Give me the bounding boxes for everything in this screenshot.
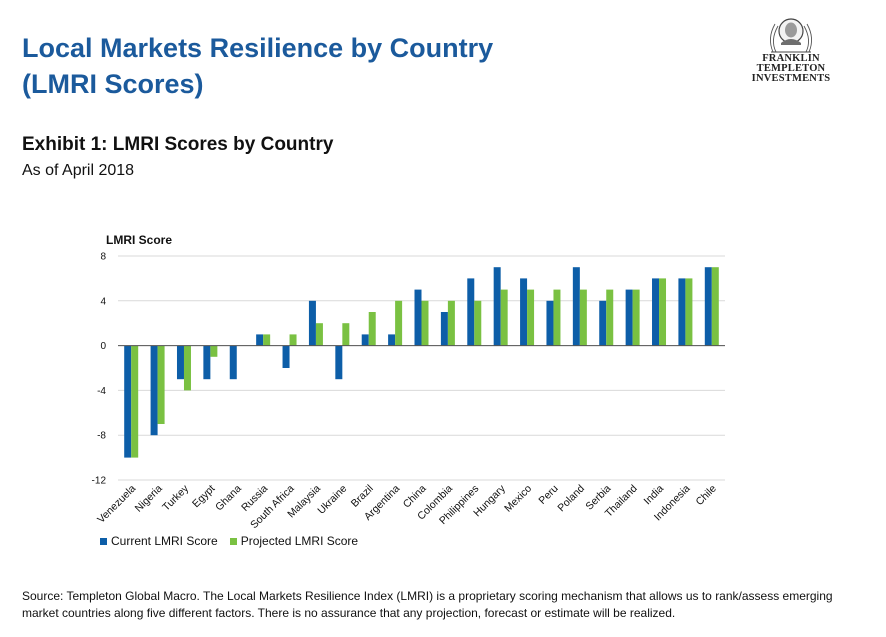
bar-projected [210, 345, 218, 357]
bar-current [335, 345, 343, 380]
bar-projected [447, 300, 455, 346]
bar-projected [315, 323, 323, 346]
bar-current [256, 334, 264, 346]
chart-legend: Current LMRI Score Projected LMRI Score [100, 534, 358, 548]
bar-current [520, 278, 528, 346]
company-logo: FRANKLIN TEMPLETON INVESTMENTS [736, 14, 846, 84]
x-tick-label: Chile [694, 483, 720, 509]
franklin-portrait-icon [770, 18, 812, 53]
bar-projected [368, 312, 376, 346]
bar-current [414, 289, 422, 346]
bar-projected [183, 345, 191, 391]
bar-projected [500, 289, 508, 346]
y-tick-label: -12 [92, 476, 107, 487]
bar-projected [606, 289, 614, 346]
bar-projected [421, 300, 429, 346]
legend-swatch-projected [229, 537, 237, 545]
logo-wordmark: FRANKLIN TEMPLETON INVESTMENTS [736, 53, 846, 84]
legend-item-current: Current LMRI Score [100, 534, 218, 548]
bar-projected [342, 323, 350, 346]
bar-current [388, 334, 396, 346]
bar-current [546, 300, 554, 346]
bar-projected [395, 300, 403, 346]
bar-projected [632, 289, 640, 346]
bar-current [361, 334, 369, 346]
x-tick-label: Poland [555, 483, 587, 515]
bar-projected [289, 334, 297, 346]
bar-current [652, 278, 660, 346]
bar-current [124, 345, 132, 458]
legend-item-projected: Projected LMRI Score [229, 534, 359, 548]
bar-projected [579, 289, 587, 346]
logo-line-1: FRANKLIN TEMPLETON [756, 53, 826, 74]
bar-projected [659, 278, 667, 346]
legend-swatch-current [100, 537, 107, 545]
bar-current [308, 300, 316, 346]
bar-current [282, 345, 290, 368]
legend-label-current: Current LMRI Score [111, 534, 218, 548]
y-tick-label: -8 [97, 431, 106, 442]
y-tick-label: -4 [97, 386, 106, 397]
bar-current [625, 289, 633, 346]
bar-current [704, 267, 712, 346]
bar-current [493, 267, 501, 346]
bar-projected [711, 267, 719, 346]
bar-current [467, 278, 475, 346]
x-tick-label: Ukraine [315, 483, 349, 517]
x-tick-label: Turkey [160, 482, 191, 513]
page-title-line-1: Local Markets Resilience by Country [22, 33, 494, 63]
exhibit-title: Exhibit 1: LMRI Scores by Country [22, 134, 334, 155]
bar-projected [263, 334, 271, 346]
y-tick-label: 8 [100, 252, 106, 263]
x-tick-label: Venezuela [95, 483, 138, 526]
bar-current [176, 345, 184, 380]
bar-current [150, 345, 158, 436]
bar-current [440, 312, 448, 346]
x-tick-label: Ghana [213, 483, 244, 514]
bar-projected [553, 289, 561, 346]
bar-projected [474, 300, 482, 346]
page-title-line-2: (LMRI Scores) [22, 69, 204, 99]
bar-current [203, 345, 211, 380]
legend-label-projected: Projected LMRI Score [240, 534, 359, 548]
bar-projected [685, 278, 693, 346]
bar-projected [527, 289, 535, 346]
bar-current [229, 345, 237, 380]
source-note: Source: Templeton Global Macro. The Loca… [22, 589, 833, 620]
y-tick-label: 4 [100, 296, 106, 307]
y-tick-label: 0 [100, 341, 106, 352]
page-title: Local Markets Resilience by Country (LMR… [22, 30, 682, 102]
x-tick-label: Mexico [502, 483, 534, 515]
bar-projected [131, 345, 139, 458]
y-axis-title: LMRI Score [106, 233, 172, 247]
bar-current [599, 300, 607, 346]
x-tick-label: Nigeria [133, 483, 165, 515]
exhibit-subtitle: As of April 2018 [22, 162, 135, 179]
bar-current [572, 267, 580, 346]
bar-current [678, 278, 686, 346]
bar-projected [157, 345, 165, 424]
logo-line-2: INVESTMENTS [751, 73, 831, 84]
